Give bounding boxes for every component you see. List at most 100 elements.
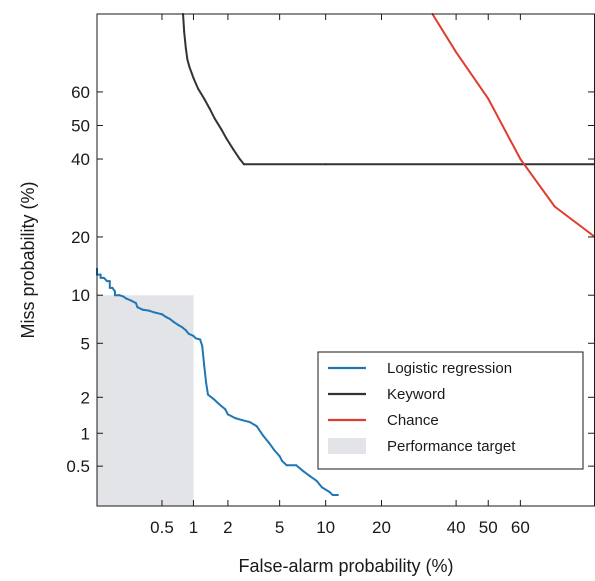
y-tick-label: 50 <box>71 116 90 135</box>
data-point-logistic-regression <box>165 316 167 318</box>
series-chance <box>431 13 595 238</box>
data-point-logistic-regression <box>207 393 209 396</box>
data-point-keyword <box>192 77 195 79</box>
data-point-keyword <box>232 148 234 150</box>
x-tick-label: 1 <box>189 518 198 537</box>
data-point-logistic-regression <box>218 403 221 406</box>
data-point-logistic-regression <box>118 294 121 297</box>
data-point-logistic-regression <box>153 311 156 314</box>
series-segment-keyword <box>231 147 241 161</box>
data-point-logistic-regression <box>212 397 215 400</box>
y-tick-label: 10 <box>71 286 90 305</box>
series-segment-logistic-regression <box>273 449 281 458</box>
series-segment-logistic-regression <box>141 308 151 312</box>
data-point-logistic-regression <box>136 306 139 309</box>
x-tick-label: 60 <box>511 518 530 537</box>
data-point-logistic-regression <box>309 475 311 477</box>
region-performance-target <box>97 295 194 506</box>
data-point-keyword <box>225 137 228 140</box>
y-tick-label: 1 <box>81 424 90 443</box>
data-point-logistic-regression <box>177 324 180 326</box>
series-segment-logistic-regression <box>281 459 288 467</box>
series-layer <box>96 13 595 496</box>
data-point-chance <box>487 97 490 100</box>
data-point-logistic-regression <box>181 326 183 328</box>
y-tick-label: 60 <box>71 83 90 102</box>
data-point-logistic-regression <box>109 280 111 282</box>
data-point-logistic-regression <box>321 486 323 489</box>
y-tick-label: 40 <box>71 150 90 169</box>
series-segment-chance <box>455 51 490 100</box>
data-point-keyword <box>324 163 327 165</box>
data-point-logistic-regression <box>199 338 201 341</box>
legend-item-performance-target: Performance target <box>328 438 516 455</box>
series-segment-logistic-regression <box>199 338 204 347</box>
series-segment-chance <box>553 205 595 238</box>
series-segment-logistic-regression <box>203 364 208 384</box>
data-point-logistic-regression <box>142 308 144 311</box>
data-point-logistic-regression <box>262 434 265 437</box>
data-point-logistic-regression <box>224 408 227 411</box>
data-point-keyword <box>186 59 189 61</box>
data-point-logistic-regression <box>315 480 318 482</box>
series-segment-logistic-regression <box>201 344 206 367</box>
data-point-logistic-regression <box>185 329 187 332</box>
series-segment-logistic-regression <box>136 306 144 311</box>
series-segment-logistic-regression <box>315 479 323 489</box>
series-segment-keyword <box>208 107 216 120</box>
data-point-logistic-regression <box>281 460 283 462</box>
series-segment-keyword <box>184 47 189 61</box>
legend-item-keyword: Keyword <box>328 386 445 403</box>
data-point-logistic-regression <box>205 381 207 384</box>
data-point-logistic-regression <box>295 464 297 467</box>
data-point-keyword <box>188 66 191 69</box>
y-tick-label: 2 <box>81 388 90 407</box>
data-point-keyword <box>208 108 211 110</box>
data-point-logistic-regression <box>99 277 102 279</box>
series-segment-keyword <box>220 127 228 140</box>
tick-layer: 0.5 1 2 5 10 20 40 50 60 0.5 1 2 5 10 20 40 50 60 <box>66 14 594 537</box>
data-point-keyword <box>203 97 205 100</box>
x-tick-label: 2 <box>223 518 232 537</box>
data-point-logistic-regression <box>111 287 114 289</box>
data-point-keyword <box>243 163 245 165</box>
x-tick-label: 10 <box>316 518 335 537</box>
data-point-logistic-regression <box>302 470 304 472</box>
y-tick-label: 5 <box>81 334 90 353</box>
data-point-keyword <box>197 87 199 90</box>
data-point-keyword <box>185 47 187 50</box>
x-tick-label: 0.5 <box>150 518 174 537</box>
series-segment-logistic-regression <box>206 393 215 400</box>
legend-label: Performance target <box>387 438 516 455</box>
legend-item-logistic-regression: Logistic regression <box>328 360 512 377</box>
data-point-logistic-regression <box>331 494 334 496</box>
data-point-logistic-regression <box>114 294 116 297</box>
data-point-logistic-regression <box>192 335 195 337</box>
data-point-logistic-regression <box>172 321 175 323</box>
series-segment-logistic-regression <box>153 311 163 316</box>
data-point-logistic-regression <box>99 273 102 276</box>
data-point-logistic-regression <box>201 345 204 347</box>
series-segment-chance <box>487 97 522 161</box>
data-point-logistic-regression <box>109 287 111 289</box>
data-point-logistic-regression <box>130 299 132 302</box>
data-point-keyword <box>238 158 241 160</box>
data-point-logistic-regression <box>227 413 229 416</box>
data-point-logistic-regression <box>103 277 105 279</box>
series-segment-keyword <box>225 137 234 150</box>
x-tick-label: 40 <box>447 518 466 537</box>
series-segment-logistic-regression <box>226 413 237 420</box>
data-point-logistic-regression <box>241 419 243 421</box>
data-point-logistic-regression <box>122 295 125 298</box>
data-point-logistic-regression <box>328 490 331 493</box>
legend-label: Logistic regression <box>387 360 512 377</box>
series-segment-keyword <box>182 13 186 33</box>
series-segment-keyword <box>203 97 211 110</box>
legend-swatch-patch <box>328 438 366 454</box>
series-segment-keyword <box>213 117 223 130</box>
series-segment-keyword <box>183 30 187 50</box>
data-point-logistic-regression <box>337 494 339 496</box>
x-axis-label: False-alarm probability (%) <box>238 556 453 576</box>
series-segment-chance <box>431 13 458 54</box>
